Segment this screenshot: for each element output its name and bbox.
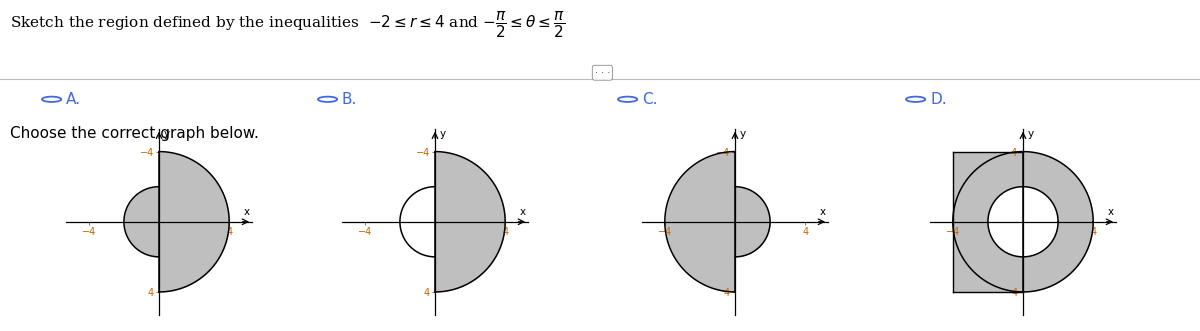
Text: Choose the correct graph below.: Choose the correct graph below. <box>10 126 258 141</box>
Text: D.: D. <box>930 92 947 107</box>
Text: B.: B. <box>342 92 358 107</box>
Polygon shape <box>988 187 1058 257</box>
Text: Sketch the region defined by the inequalities  $-2\leq r\leq 4$ and $-\dfrac{\pi: Sketch the region defined by the inequal… <box>10 10 565 40</box>
Text: y: y <box>163 129 169 139</box>
Text: y: y <box>1027 129 1033 139</box>
Polygon shape <box>953 152 1022 292</box>
Text: A.: A. <box>66 92 82 107</box>
Text: x: x <box>520 208 526 217</box>
Text: x: x <box>244 208 250 217</box>
Text: x: x <box>820 208 826 217</box>
Text: · · ·: · · · <box>595 68 610 78</box>
Text: y: y <box>439 129 445 139</box>
Text: y: y <box>739 129 745 139</box>
Text: x: x <box>1108 208 1114 217</box>
Text: C.: C. <box>642 92 658 107</box>
